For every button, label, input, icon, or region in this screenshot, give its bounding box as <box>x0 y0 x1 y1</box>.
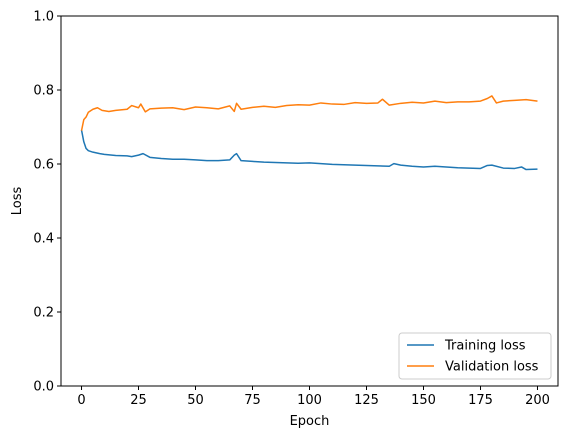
legend-box <box>398 332 552 380</box>
legend: Training loss Validation loss <box>398 332 552 380</box>
x-tick-label: 175 <box>468 393 493 408</box>
x-tick-label: 200 <box>525 393 550 408</box>
x-tick-label: 125 <box>354 393 379 408</box>
x-tick-label: 50 <box>187 393 204 408</box>
x-tick-label: 0 <box>77 393 85 408</box>
plot-frame <box>60 15 559 387</box>
x-tick-label: 150 <box>411 393 436 408</box>
x-tick-label: 100 <box>297 393 322 408</box>
y-tick-label: 0.8 <box>33 84 54 99</box>
series-line-training-loss <box>80 129 538 171</box>
x-tick-label: 25 <box>130 393 147 408</box>
y-tick-label: 0.4 <box>33 232 54 247</box>
x-axis-label: Epoch <box>290 414 330 429</box>
x-tick-label: 75 <box>244 393 261 408</box>
y-tick-label: 0.2 <box>33 306 54 321</box>
legend-label: Validation loss <box>445 360 539 375</box>
x-axis-ticks: 0 25 50 75 100 125 150 175 200 <box>77 386 550 408</box>
series-line-validation-loss <box>80 95 538 131</box>
y-tick-label: 0.0 <box>33 380 54 395</box>
plot-lines <box>80 95 538 171</box>
y-tick-label: 1.0 <box>33 10 54 25</box>
y-axis-ticks: 0.0 0.2 0.4 0.6 0.8 1.0 <box>33 10 61 395</box>
y-axis-label: Loss <box>10 187 25 216</box>
legend-label: Training loss <box>444 339 526 354</box>
y-tick-label: 0.6 <box>33 158 54 173</box>
